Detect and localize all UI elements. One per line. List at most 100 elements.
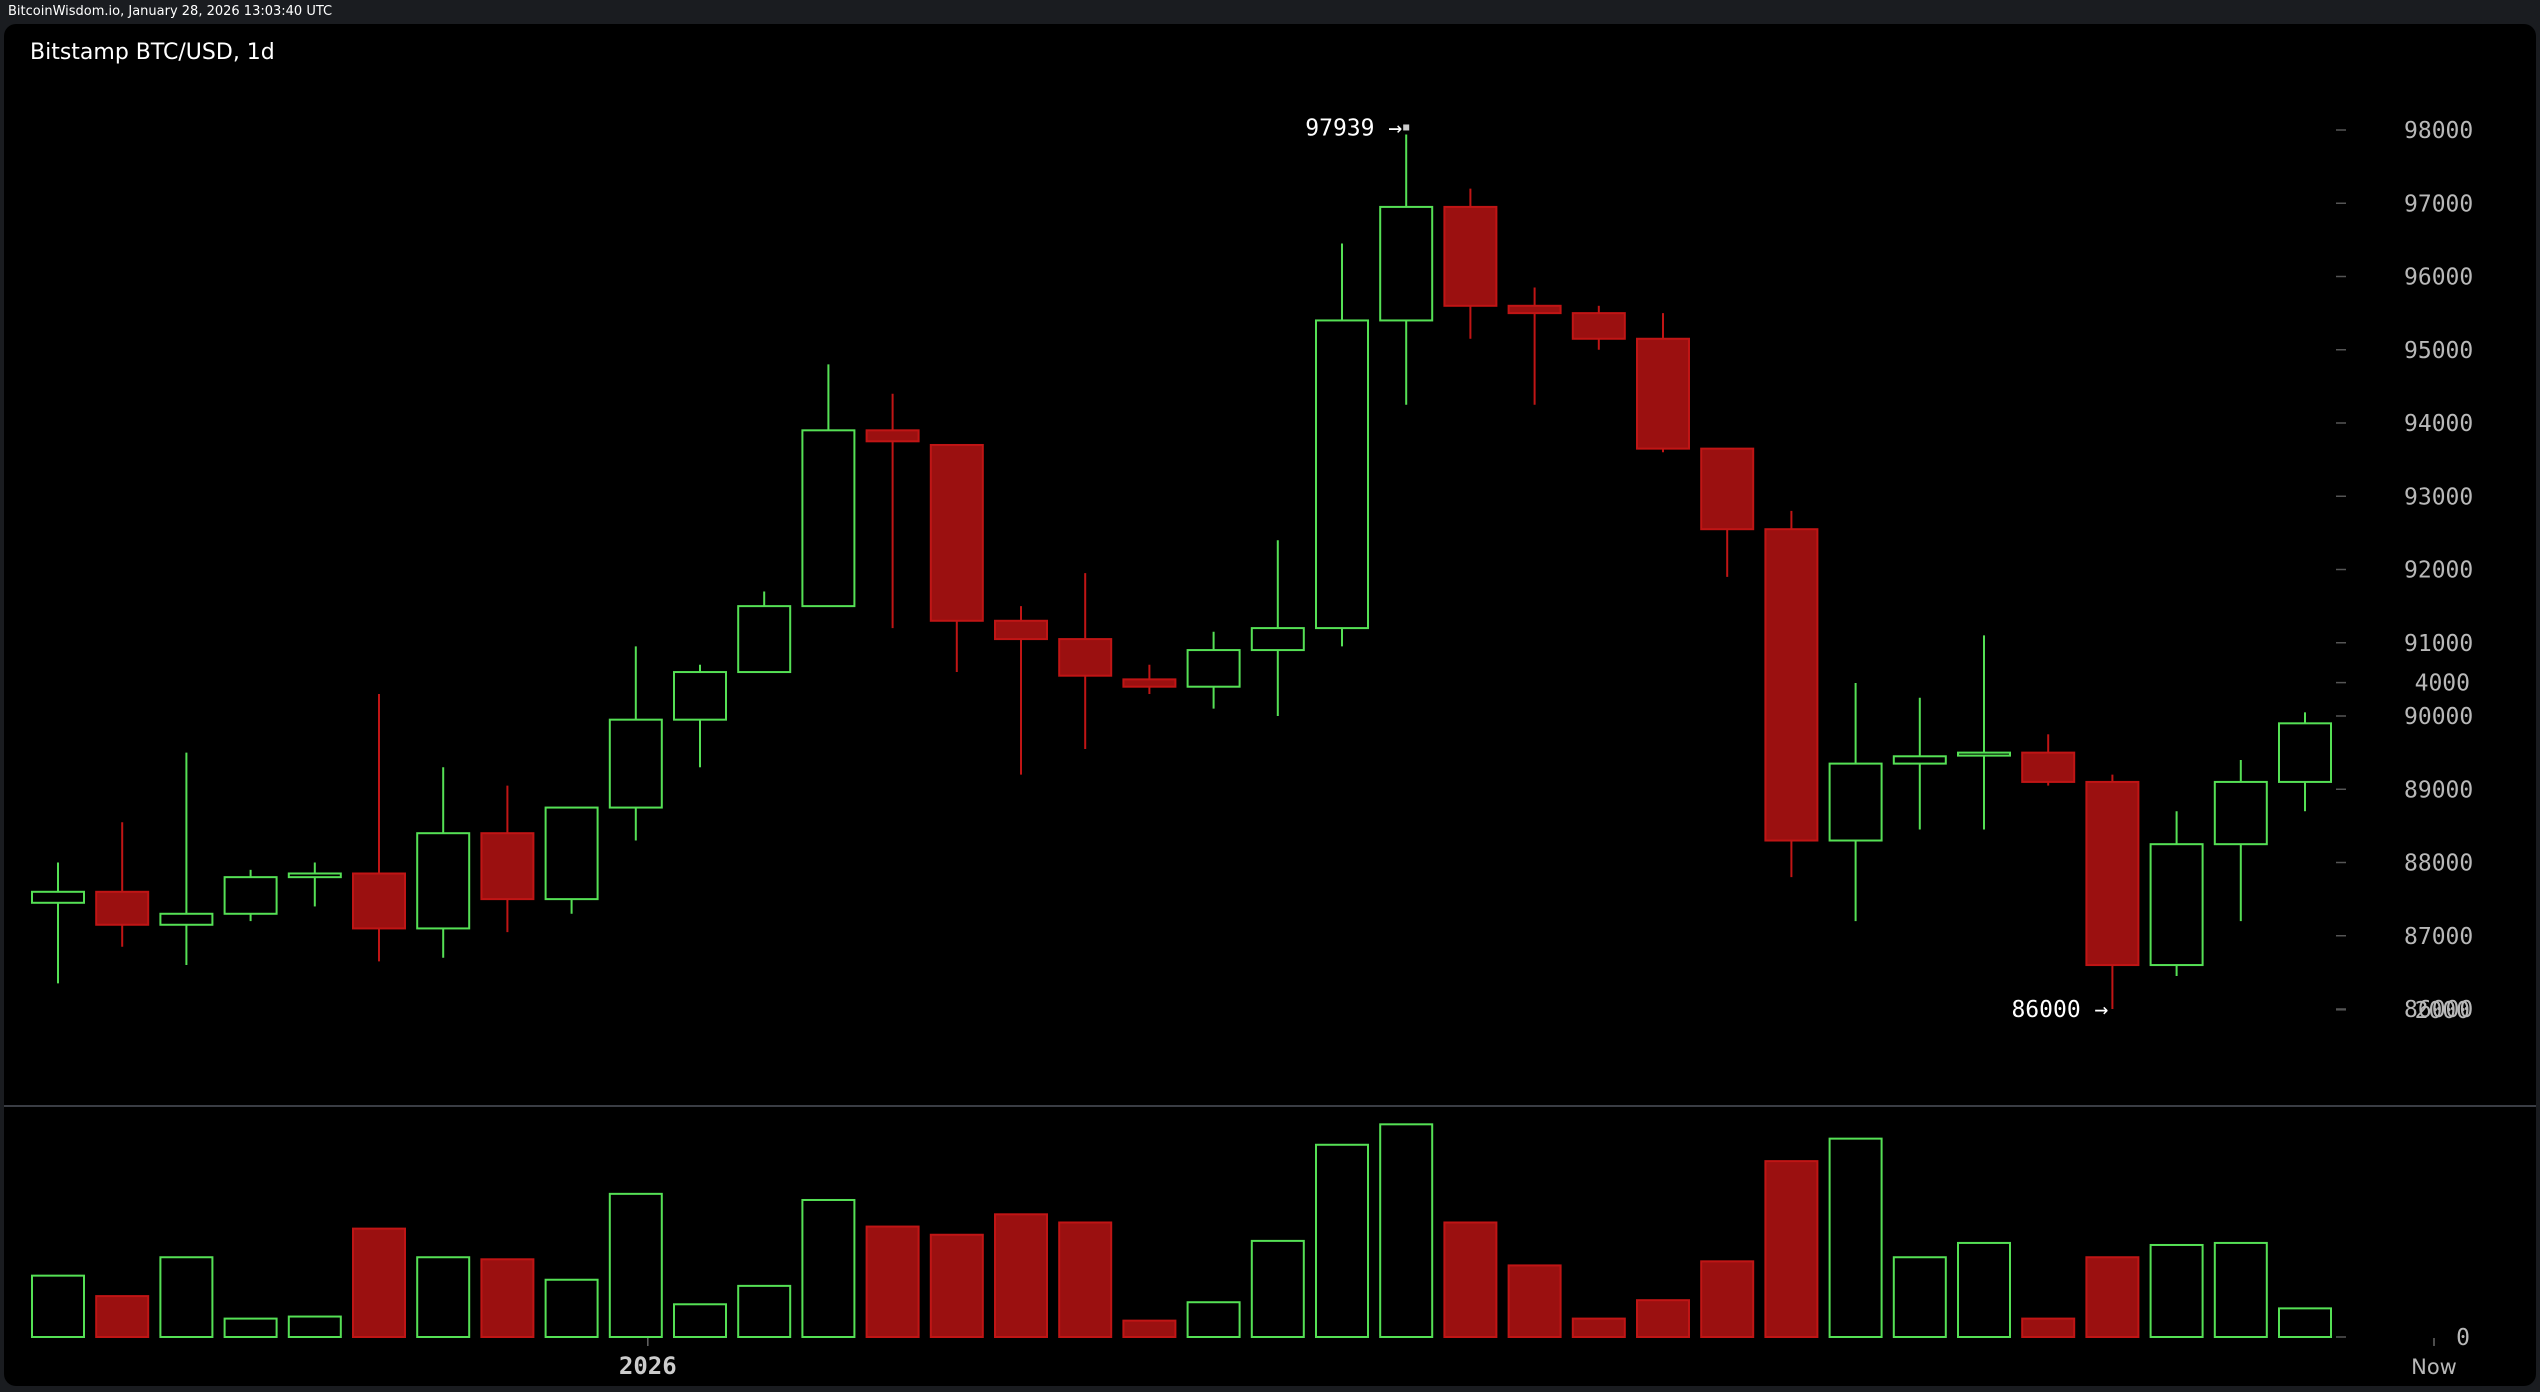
price-tick-label: 89000 [2404,777,2473,803]
volume-bar [1058,1221,1113,1338]
candle [608,646,663,841]
candle [1443,188,1498,339]
price-tick-label: 92000 [2404,558,2473,584]
candle-body [544,806,599,901]
candle [1379,134,1434,405]
candle [2021,734,2076,786]
candle [352,694,406,962]
volume-bar [1379,1123,1434,1338]
volume-bar [1764,1160,1819,1338]
volume-bar [2278,1307,2332,1338]
candle-body [994,619,1048,641]
candle-body [1379,205,1434,322]
volume-bar [865,1225,920,1338]
candle [1892,697,1947,830]
candle-body [1764,528,1819,842]
volume-bar [1507,1264,1562,1339]
volume-bar [737,1284,792,1338]
volume-tick-label: 2000 [2415,998,2470,1024]
candle [544,806,599,914]
candle [1122,664,1177,695]
volume-bar [929,1233,984,1338]
volume-bar [1186,1301,1241,1338]
candle-body [929,443,984,622]
price-tick-label: 97000 [2404,191,2473,217]
volume-bar [1700,1260,1755,1338]
candle-body [223,876,278,915]
candle-body [2278,722,2332,783]
volume-bar [287,1315,342,1339]
candle-body [1122,678,1177,688]
candle-body [737,605,792,674]
price-tick-label: 86000 [2404,997,2473,1023]
watermark-text: BitcoinWisdom.io, January 28, 2026 13:03… [8,4,333,19]
price-tick-label: 88000 [2404,851,2473,877]
candle [801,364,856,608]
price-annotation: 97939 → [1305,115,1402,141]
volume-bar [352,1227,406,1338]
candle-body [1957,751,2011,757]
candle [1571,305,1626,350]
candle [95,822,150,947]
volume-bar [2149,1243,2204,1338]
volume-bar [1892,1256,1947,1338]
candle-body [1892,755,1947,765]
candlestick-series [31,134,2332,1009]
volume-tick-label: 4000 [2415,671,2470,697]
candle [287,862,342,907]
volume-bar [416,1256,471,1338]
volume-bar [1571,1317,1626,1338]
candle-body [2021,751,2076,783]
volume-bar [608,1192,663,1338]
price-tick-label: 87000 [2404,924,2473,950]
volume-bar [801,1198,856,1338]
candle-body [1507,304,1562,315]
volume-bar [480,1258,535,1339]
candle-body [1571,312,1626,340]
candle-body [159,912,214,926]
candle-body [1700,447,1755,531]
candle [1507,287,1562,405]
volume-bar [1315,1143,1369,1339]
volume-bar [1828,1137,1883,1339]
candle [865,393,920,629]
candle-body [1636,337,1690,450]
candle-body [1250,627,1305,652]
volume-bar [95,1295,150,1338]
volume-bar [1250,1239,1305,1339]
candle [416,767,471,958]
candle-body [2085,780,2140,967]
volume-bar [223,1317,278,1338]
price-annotation: 86000 → [2011,997,2108,1023]
price-annotations: 97939 → 86000 → [1305,115,2108,1023]
candle-body [287,872,342,879]
volume-bar [2085,1256,2140,1338]
time-axis: 2026 Now [619,1338,2457,1380]
candle [1250,540,1305,716]
price-tick-label: 91000 [2404,631,2473,657]
candle [929,443,984,673]
volume-bar [1957,1241,2011,1339]
candle-body [1186,649,1241,688]
candle [1315,243,1369,647]
candle [1700,447,1755,577]
candle [2149,811,2204,977]
volume-bar [544,1278,599,1338]
candle-body [1058,638,1113,677]
candle [1186,631,1241,709]
candle [1957,635,2011,830]
candle-body [673,671,727,721]
candle-body [2213,780,2268,846]
candle-body [352,872,406,930]
price-tick-label: 94000 [2404,411,2473,437]
volume-series [31,1123,2332,1339]
price-chart[interactable]: Bitstamp BTC/USD, 1d 86000 87000 88000 8900… [0,22,2540,1392]
candle [2085,774,2140,1009]
candle [673,664,727,768]
candle [2213,759,2268,922]
price-tick-label: 98000 [2404,118,2473,144]
volume-bar [2213,1241,2268,1339]
candle-body [31,890,85,904]
price-tick-label: 96000 [2404,265,2473,291]
candle [1636,313,1690,453]
